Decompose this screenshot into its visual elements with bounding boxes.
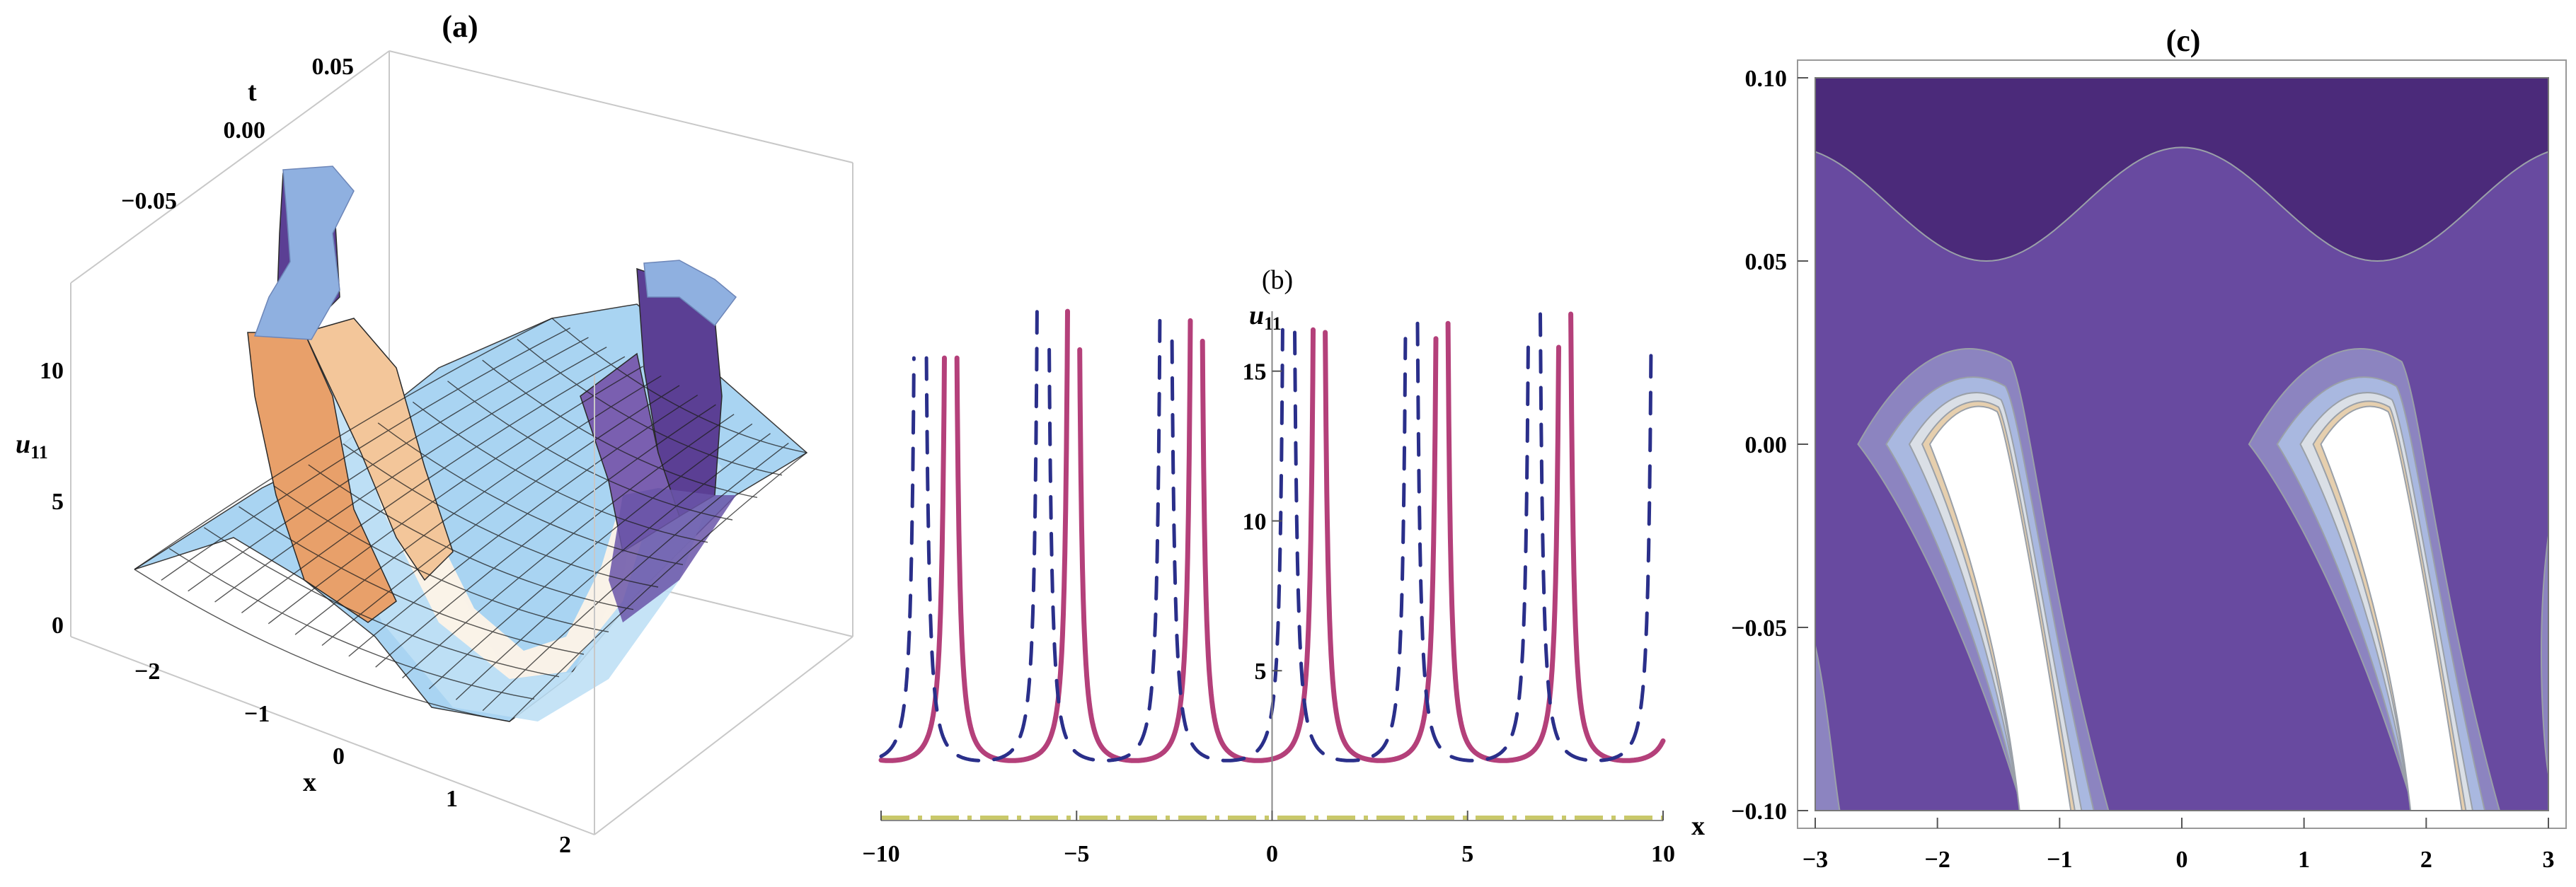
- mesh-line-t: [273, 485, 609, 633]
- b-y-tick-label: 10: [1243, 509, 1267, 535]
- contour-top-region: [1815, 78, 2548, 262]
- mesh-line-t: [551, 318, 807, 453]
- z-axis-label: u11: [16, 429, 48, 463]
- panel-a-title: (a): [442, 9, 478, 44]
- mesh-line-x: [161, 327, 571, 581]
- surface-mesh: [134, 318, 807, 722]
- panel-b-title: (b): [1262, 265, 1293, 295]
- mesh-line-x: [455, 433, 771, 700]
- b-x-tick-label: 10: [1651, 841, 1675, 867]
- panel-c-axes: −3 −2 −1 0 1 2 3 0.10 0.05 0.00 −0.05 −0.10: [1731, 59, 2567, 873]
- surface-left-peak: [247, 332, 397, 623]
- z-tick-10: 10: [40, 358, 64, 384]
- mesh-line-x: [402, 414, 735, 679]
- c-x-tick-label: −3: [1802, 847, 1828, 873]
- c-x-tick-label: −1: [2047, 847, 2072, 873]
- surface-left-cap: [253, 166, 355, 340]
- x-tick-m2: −2: [134, 659, 160, 685]
- panel-a-z-axis: 10 5 0 u11: [16, 358, 64, 639]
- t-axis-label: t: [248, 77, 257, 107]
- panel-b-axes: −10 −5 0 5 10 5 10 15: [862, 311, 1675, 867]
- mesh-line-t: [308, 464, 634, 610]
- c-y-tick-label: −0.05: [1731, 615, 1787, 642]
- panel-c: (c) −3 −2 −1 0 1 2 3 0.10 0.05 0.00 −0.05 −0.10: [1731, 23, 2567, 873]
- x-tick-2: 2: [559, 832, 571, 858]
- x-tick-m1: −1: [244, 701, 270, 727]
- t-tick-m005: −0.05: [121, 188, 177, 214]
- c-x-tick-label: 0: [2176, 847, 2188, 873]
- panel-a-t-axis: 0.05 0.00 −0.05 t: [121, 54, 354, 214]
- t-tick-005: 0.05: [312, 54, 355, 80]
- contour-band-level-4: [1928, 405, 2072, 811]
- mesh-line-x: [375, 404, 716, 668]
- c-y-tick-label: −0.10: [1731, 799, 1787, 825]
- b-x-tick-label: −10: [862, 841, 899, 867]
- mesh-line-t: [203, 527, 560, 678]
- c-x-tick-label: 2: [2420, 847, 2432, 873]
- mesh-line-x: [509, 452, 807, 722]
- c-y-tick-label: 0.05: [1745, 249, 1788, 275]
- c-frame: [1815, 77, 2549, 811]
- mesh-line-x: [188, 337, 589, 592]
- contour-edge-band: [1815, 645, 1841, 811]
- x-tick-0: 0: [333, 743, 345, 770]
- b-x-tick-label: 0: [1266, 841, 1278, 867]
- c-x-tick-label: 3: [2543, 847, 2555, 873]
- c-y-tick-label: 0.10: [1745, 66, 1788, 92]
- b-y-tick-label: 5: [1255, 659, 1267, 685]
- b-x-tick-label: −5: [1064, 841, 1089, 867]
- c-y-tick-label: 0.00: [1745, 432, 1788, 458]
- x-tick-1: 1: [446, 786, 458, 812]
- b-x-tick-label: 5: [1461, 841, 1473, 867]
- contour-band-level-4: [2320, 405, 2463, 811]
- z-tick-5: 5: [52, 489, 64, 515]
- panel-b: (b) u11 −10 −5 0 5 10 5 10 15 x: [862, 265, 1705, 867]
- mesh-line-t: [447, 381, 733, 521]
- x-axis-label-a: x: [303, 767, 316, 797]
- panel-c-title: (c): [2166, 23, 2201, 58]
- z-tick-0: 0: [52, 613, 64, 639]
- panel-b-curves: [878, 308, 1666, 820]
- panel-a-box-front: [70, 163, 853, 835]
- c-x-tick-label: 1: [2298, 847, 2310, 873]
- mesh-line-t: [517, 339, 783, 476]
- mesh-line-x: [321, 385, 680, 647]
- mesh-line-x: [241, 356, 626, 613]
- series-dashed: [879, 309, 1653, 763]
- b-y-tick-label: 15: [1243, 359, 1267, 385]
- mesh-line-x: [348, 394, 698, 657]
- t-tick-000: 0.00: [224, 117, 266, 144]
- surface-right-cap: [643, 260, 737, 327]
- mesh-line-x: [482, 442, 789, 712]
- mesh-line-x: [134, 318, 553, 570]
- mesh-line-t: [482, 359, 758, 499]
- surface-valley-dark: [609, 488, 736, 622]
- mesh-line-t: [134, 569, 510, 722]
- panel-a-x-axis: −2 −1 0 1 2 x: [134, 659, 571, 858]
- mesh-line-x: [214, 347, 607, 603]
- contour-edge-band: [2541, 535, 2548, 775]
- mesh-line-t: [168, 547, 535, 700]
- panel-b-y-label: u11: [1249, 301, 1282, 334]
- mesh-line-t: [343, 443, 659, 588]
- panel-c-contours: [1815, 78, 2548, 811]
- surface-valley: [304, 340, 722, 721]
- mesh-line-t: [377, 422, 684, 566]
- series-solid: [878, 308, 1666, 763]
- surface-left-peak-front: [303, 318, 454, 581]
- mesh-line-t: [412, 401, 708, 543]
- mesh-line-x: [294, 375, 662, 635]
- mesh-line-t: [238, 506, 585, 655]
- panel-b-x-label: x: [1691, 811, 1705, 841]
- c-x-tick-label: −2: [1924, 847, 1950, 873]
- panel-a: (a): [16, 9, 853, 858]
